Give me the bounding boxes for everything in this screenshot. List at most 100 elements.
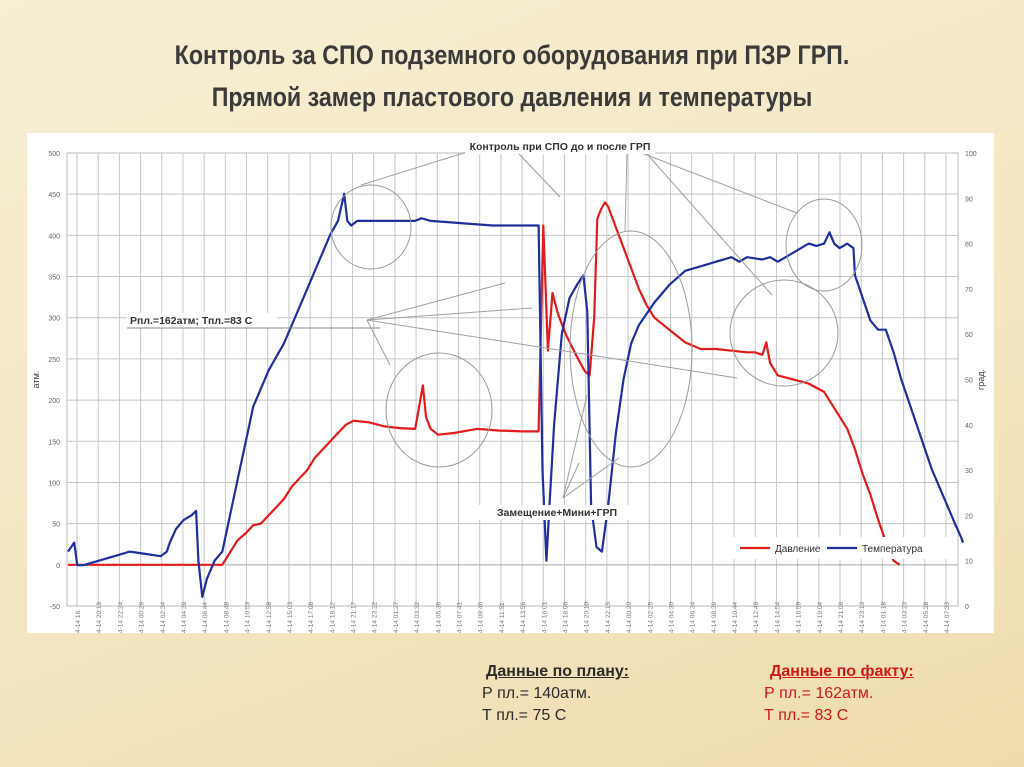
legend-pressure-label: Давление (775, 544, 821, 555)
annotation-replace: Замещение+Мини+ГРП (497, 507, 617, 519)
y-tick-label: 0 (56, 563, 60, 570)
fact-header: Данные по факту: (770, 663, 914, 680)
highlight-ellipse (569, 230, 693, 468)
y2-tick-label: 0 (965, 604, 969, 611)
annotation-connector (366, 307, 533, 321)
plan-temperature: Т пл.= 75 С (482, 707, 567, 724)
annotation-replace-bg (477, 505, 637, 520)
x-tick-label: 07-04-14 21:08 (838, 602, 845, 633)
highlight-ellipse (385, 352, 493, 468)
x-tick-label: 07-04-14 02:25 (647, 602, 654, 633)
grid (66, 152, 959, 607)
y2-tick-label: 60 (965, 332, 973, 339)
x-tick-label: 06-04-14 01:27 (393, 602, 400, 633)
y-axis-label: атм. (31, 371, 41, 389)
annotation-connector (516, 151, 561, 198)
annotation-params: Рпл.=162атм; Тпл.=83 С (130, 315, 253, 327)
x-tick-label: 05-04-14 19:12 (329, 602, 336, 633)
x-tick-label: 07-04-14 19:04 (817, 602, 824, 633)
x-tick-label: 07-04-14 12:49 (753, 602, 760, 633)
x-tick-label: 06-04-14 11:51 (499, 602, 506, 633)
y-tick-label: 400 (48, 233, 60, 240)
pressure-temperature-chart: -50 0 50 100 150 200 250 300 350 400 450 500 0 10 20 30… (31, 139, 986, 633)
annotation-connector (646, 153, 773, 296)
legend-temperature-label: Температура (862, 544, 923, 555)
annotation-connector (366, 319, 738, 379)
x-tick-label: 05-04-14 04:39 (181, 602, 188, 633)
annotation-connector (366, 282, 506, 321)
y-tick-label: 150 (48, 439, 60, 446)
pressure-line (68, 201, 901, 566)
fact-data: Данные по факту: Р пл.= 162атм. Т пл.= 8… (764, 661, 914, 727)
x-tick-label: 07-04-14 10:44 (732, 602, 739, 633)
y2-tick-label: 20 (965, 513, 973, 520)
slide-title-line1: Контроль за СПО подземного оборудования … (174, 40, 850, 70)
x-tick-label: 06-04-14 09:46 (478, 602, 485, 633)
y2-tick-label: 30 (965, 468, 973, 475)
x-tick-label: 08-04-14 05:28 (923, 602, 930, 633)
x-tick-label: 07-04-14 06:34 (690, 602, 697, 633)
x-tick-label: 06-04-14 13:56 (520, 602, 527, 633)
highlight-ellipse (330, 184, 412, 270)
slide-title: Контроль за СПО подземного оборудования … (123, 34, 900, 118)
x-tick-label: 05-04-14 02:34 (160, 602, 167, 633)
annotation-connector (366, 319, 391, 366)
y2-tick-label: 100 (965, 151, 977, 158)
x-tick-label: 07-04-14 16:59 (796, 602, 803, 633)
x-tick-label: 05-04-14 12:58 (266, 602, 273, 633)
x-tick-label: 06-04-14 18:06 (562, 602, 569, 633)
annotation-connector (562, 394, 588, 499)
annotation-connector (562, 457, 620, 499)
x-tick-label: 08-04-14 07:33 (944, 602, 951, 633)
x-tick-label: 04-04-14 20:19 (96, 602, 103, 633)
x-tick-label: 05-04-14 23:22 (372, 602, 379, 633)
y-tick-label: 100 (48, 480, 60, 487)
y2-tick-label: 50 (965, 378, 973, 385)
y-tick-label: 300 (48, 316, 60, 323)
annotation-connector (360, 151, 468, 186)
y2-tick-label: 40 (965, 423, 973, 430)
x-tick-label: 06-04-14 07:41 (457, 602, 464, 633)
x-tick-label: 05-04-14 10:53 (245, 602, 252, 633)
x-tick-label: 05-04-14 06:44 (202, 602, 209, 633)
legend: Давление Температура (720, 537, 950, 559)
x-tick-label: 05-04-14 15:03 (287, 602, 294, 633)
x-tick-label: 07-04-14 04:30 (668, 602, 675, 633)
x-tick-label: 08-04-14 03:23 (902, 602, 909, 633)
temperature-line (67, 192, 965, 598)
x-tick-label: 07-04-14 08:39 (711, 602, 718, 633)
annotation-spo-bg (465, 139, 655, 154)
chart-panel: -50 0 50 100 150 200 250 300 350 400 450 500 0 10 20 30… (27, 133, 994, 633)
y-tick-label: 500 (48, 151, 60, 158)
x-tick-label: 06-04-14 16:01 (541, 602, 548, 633)
annotation-connector (638, 151, 798, 214)
x-tick-label: 08-04-14 01:18 (880, 602, 887, 633)
plan-data: Данные по плану: Р пл.= 140атм. Т пл.= 7… (482, 661, 629, 727)
y-tick-label: 450 (48, 192, 60, 199)
x-tick-label: 07-04-14 14:54 (774, 602, 781, 633)
y-tick-label: 50 (52, 522, 60, 529)
x-tick-label: 06-04-14 22:15 (605, 602, 612, 633)
y-tick-label: 350 (48, 275, 60, 282)
x-tick-label: 07-04-14 00:20 (626, 602, 633, 633)
highlight-ellipse (729, 279, 839, 387)
y-tick-label: 200 (48, 398, 60, 405)
y2-tick-label: 80 (965, 242, 973, 249)
annotation-params-bg (127, 313, 277, 328)
x-tick-label: 06-04-14 05:36 (435, 602, 442, 633)
highlight-ellipse (785, 198, 863, 292)
y-tick-label: 250 (48, 357, 60, 364)
annotations: Контроль при СПО до и после ГРП Рпл.=162а… (127, 139, 863, 520)
slide-title-line2: Прямой замер пластового давления и темпе… (211, 82, 813, 112)
x-tick-label: 05-04-14 17:08 (308, 602, 315, 633)
x-tick-label: 06-04-14 03:32 (414, 602, 421, 633)
x-tick-label: 06-04-14 20:10 (584, 602, 591, 633)
fact-pressure: Р пл.= 162атм. (764, 685, 874, 702)
x-tick-label: 05-04-14 08:48 (223, 602, 230, 633)
x-tick-label: 05-04-14 00:29 (139, 602, 146, 633)
annotation-spo: Контроль при СПО до и после ГРП (470, 141, 651, 153)
x-tick-label: 04-04-14 16: (75, 609, 82, 633)
axes: -50 0 50 100 150 200 250 300 350 400 450 500 0 10 20 30… (31, 151, 986, 633)
fact-temperature: Т пл.= 83 С (764, 707, 849, 724)
plan-pressure: Р пл.= 140атм. (482, 685, 592, 702)
